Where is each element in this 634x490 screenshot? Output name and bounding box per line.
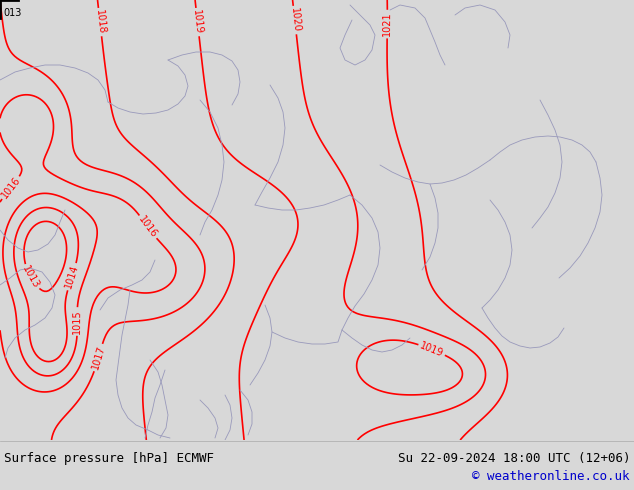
Text: 1014: 1014 bbox=[63, 264, 81, 290]
Text: 1018: 1018 bbox=[94, 9, 107, 35]
Text: 1019: 1019 bbox=[191, 9, 204, 35]
Text: 1013: 1013 bbox=[20, 264, 41, 291]
Text: Su 22-09-2024 18:00 UTC (12+06): Su 22-09-2024 18:00 UTC (12+06) bbox=[398, 452, 630, 465]
Text: 1021: 1021 bbox=[382, 12, 392, 36]
Text: 013: 013 bbox=[3, 8, 22, 18]
Text: 1015: 1015 bbox=[72, 309, 82, 334]
Text: Surface pressure [hPa] ECMWF: Surface pressure [hPa] ECMWF bbox=[4, 452, 214, 465]
Text: 1016: 1016 bbox=[0, 175, 22, 200]
Text: © weatheronline.co.uk: © weatheronline.co.uk bbox=[472, 470, 630, 483]
Text: 1016: 1016 bbox=[136, 214, 159, 240]
Text: 1017: 1017 bbox=[90, 344, 107, 371]
Text: 1020: 1020 bbox=[288, 7, 301, 33]
Text: 1019: 1019 bbox=[418, 341, 445, 359]
